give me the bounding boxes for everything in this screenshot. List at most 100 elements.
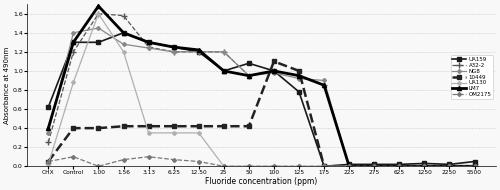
A32-2 xyxy=(246,74,252,77)
LM7 xyxy=(321,84,327,86)
A32-2 xyxy=(296,74,302,77)
A32-2 xyxy=(321,84,327,86)
10449 xyxy=(196,125,202,127)
A32-2 xyxy=(46,141,52,144)
A32-2 xyxy=(371,165,377,167)
LM7 xyxy=(346,165,352,167)
NG8 xyxy=(422,165,428,167)
UA159 xyxy=(120,32,126,34)
A32-2 xyxy=(170,51,176,53)
UA159 xyxy=(346,163,352,165)
Line: LM7: LM7 xyxy=(46,4,476,168)
UA159 xyxy=(296,91,302,93)
OM2175 xyxy=(46,160,52,163)
UA130 xyxy=(70,81,76,83)
LM7 xyxy=(46,127,52,129)
OM2175 xyxy=(371,165,377,167)
OM2175 xyxy=(196,160,202,163)
UA159 xyxy=(70,41,76,44)
LM7 xyxy=(96,5,102,7)
UA159 xyxy=(46,106,52,108)
Y-axis label: Absorbance at 490nm: Absorbance at 490nm xyxy=(4,47,10,124)
UA159 xyxy=(321,165,327,167)
UA130 xyxy=(120,51,126,53)
UA130 xyxy=(422,165,428,167)
10449 xyxy=(422,165,428,167)
10449 xyxy=(246,125,252,127)
UA130 xyxy=(46,163,52,165)
NG8 xyxy=(396,165,402,167)
LM7 xyxy=(472,165,478,167)
UA159 xyxy=(196,51,202,53)
UA159 xyxy=(371,163,377,165)
UA159 xyxy=(170,46,176,48)
LM7 xyxy=(446,165,452,167)
UA159 xyxy=(146,41,152,44)
10449 xyxy=(296,70,302,72)
UA159 xyxy=(96,41,102,44)
OM2175 xyxy=(70,156,76,158)
UA159 xyxy=(396,163,402,165)
UA130 xyxy=(296,165,302,167)
UA130 xyxy=(472,165,478,167)
NG8 xyxy=(196,51,202,53)
UA130 xyxy=(146,132,152,134)
Line: OM2175: OM2175 xyxy=(47,155,476,168)
OM2175 xyxy=(246,165,252,167)
UA130 xyxy=(371,165,377,167)
OM2175 xyxy=(446,165,452,167)
10449 xyxy=(271,60,277,63)
UA130 xyxy=(271,165,277,167)
OM2175 xyxy=(96,165,102,167)
UA130 xyxy=(321,165,327,167)
UA159 xyxy=(246,62,252,64)
LM7 xyxy=(146,41,152,44)
LM7 xyxy=(120,32,126,34)
LM7 xyxy=(170,46,176,48)
LM7 xyxy=(246,74,252,77)
NG8 xyxy=(70,32,76,34)
NG8 xyxy=(321,79,327,82)
Line: UA130: UA130 xyxy=(47,12,476,168)
OM2175 xyxy=(120,158,126,161)
UA159 xyxy=(422,162,428,165)
UA130 xyxy=(196,132,202,134)
NG8 xyxy=(296,77,302,80)
A32-2 xyxy=(472,165,478,167)
Line: 10449: 10449 xyxy=(46,59,476,168)
UA130 xyxy=(446,165,452,167)
A32-2 xyxy=(221,51,227,53)
NG8 xyxy=(346,165,352,167)
UA130 xyxy=(346,165,352,167)
A32-2 xyxy=(396,165,402,167)
OM2175 xyxy=(321,165,327,167)
UA130 xyxy=(396,165,402,167)
10449 xyxy=(396,165,402,167)
LM7 xyxy=(396,165,402,167)
OM2175 xyxy=(472,165,478,167)
A32-2 xyxy=(446,165,452,167)
A32-2 xyxy=(271,70,277,72)
10449 xyxy=(96,127,102,129)
OM2175 xyxy=(346,165,352,167)
Line: UA159: UA159 xyxy=(46,31,476,168)
NG8 xyxy=(472,165,478,167)
UA130 xyxy=(96,13,102,15)
A32-2 xyxy=(146,46,152,48)
UA159 xyxy=(221,70,227,72)
Line: NG8: NG8 xyxy=(47,27,476,168)
10449 xyxy=(371,165,377,167)
OM2175 xyxy=(146,156,152,158)
OM2175 xyxy=(170,158,176,161)
10449 xyxy=(221,125,227,127)
A32-2 xyxy=(346,165,352,167)
10449 xyxy=(120,125,126,127)
X-axis label: Fluoride concentration (ppm): Fluoride concentration (ppm) xyxy=(206,177,318,186)
NG8 xyxy=(170,51,176,53)
Legend: UA159, A32-2, NG8, 10449, UA130, LM7, OM2175: UA159, A32-2, NG8, 10449, UA130, LM7, OM… xyxy=(450,55,493,99)
A32-2 xyxy=(120,14,126,17)
10449 xyxy=(70,127,76,129)
A32-2 xyxy=(70,51,76,53)
LM7 xyxy=(221,70,227,72)
10449 xyxy=(346,165,352,167)
